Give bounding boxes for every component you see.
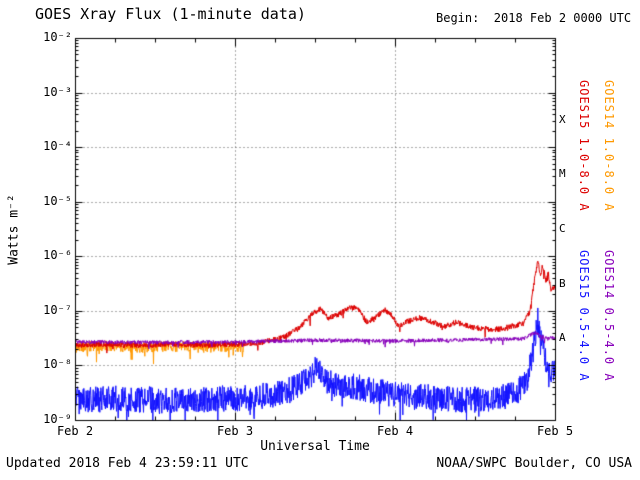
legend-goes15-long: GOES15 1.0-8.0 A [577, 80, 591, 212]
updated-timestamp: Updated 2018 Feb 4 23:59:11 UTC [6, 456, 249, 471]
begin-timestamp: Begin: 2018 Feb 2 0000 UTC [436, 11, 632, 25]
x-tick-label: Feb 3 [216, 424, 254, 438]
y-tick-label: 10⁻⁸ [43, 357, 72, 372]
flare-class-label: X [559, 112, 566, 126]
y-tick-label: 10⁻³ [43, 84, 72, 99]
x-axis-title: Universal Time [260, 439, 370, 454]
y-axis-title: Watts m⁻² [6, 194, 22, 265]
legend-goes14-long: GOES14 1.0-8.0 A [602, 80, 616, 212]
y-tick-label: 10⁻² [43, 30, 72, 44]
legend-goes14-short: GOES14 0.5-4.0 A [602, 250, 616, 382]
y-tick-label: 10⁻⁶ [43, 248, 72, 263]
y-tick-label: 10⁻⁵ [43, 193, 72, 208]
noaa-credit: NOAA/SWPC Boulder, CO USA [436, 456, 632, 471]
y-tick-label: 10⁻⁷ [43, 302, 72, 317]
flare-class-label: C [559, 222, 566, 235]
x-tick-label: Feb 5 [536, 424, 574, 438]
x-tick-label: Feb 2 [56, 424, 94, 438]
flare-class-label: M [559, 167, 566, 181]
chart-title: GOES Xray Flux (1-minute data) [35, 5, 306, 23]
y-tick-label: 10⁻⁴ [43, 139, 72, 154]
y-tick-label: 10⁻⁹ [43, 412, 72, 426]
flare-class-label: A [559, 331, 566, 345]
flare-class-label: B [559, 276, 566, 290]
legend-goes15-short: GOES15 0.5-4.0 A [577, 250, 591, 382]
x-tick-label: Feb 4 [376, 424, 414, 438]
